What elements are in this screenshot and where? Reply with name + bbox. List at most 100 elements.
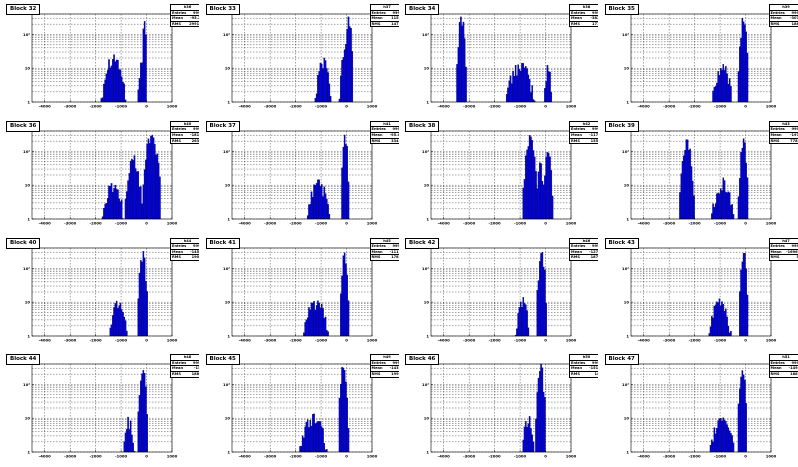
stats-label: Entries: [172, 244, 187, 249]
histogram-bar: [321, 68, 324, 103]
histogram-bar: [746, 52, 748, 103]
stats-value: 187.8: [590, 255, 598, 260]
stats-row-rms: RMS 263.9: [171, 139, 199, 144]
stats-row-rms: RMS 56: [770, 255, 798, 260]
histogram-bar: [530, 92, 532, 103]
histogram-bar: [146, 414, 148, 453]
histogram-bar: [321, 196, 324, 219]
histogram-bar: [728, 192, 730, 219]
histogram-bar: [716, 302, 719, 336]
stats-hist-name: h43: [769, 122, 798, 128]
histogram-bar: [547, 71, 550, 103]
histogram-bar: [143, 373, 146, 453]
histogram-bar: [142, 28, 145, 103]
histogram-bar: [328, 83, 330, 103]
plot-frame: [31, 247, 173, 336]
stats-value: 9999: [192, 244, 199, 249]
histogram-bar: [137, 89, 140, 103]
histogram-bar: [539, 162, 541, 219]
histogram-bar: [150, 135, 152, 219]
histogram-bar: [320, 183, 322, 219]
histogram-bar: [682, 155, 685, 219]
stats-label: Mean: [172, 132, 183, 137]
x-tick-label: -4000: [238, 220, 251, 225]
histogram-bar: [123, 83, 126, 103]
x-tick-label: -3000: [64, 220, 77, 225]
histogram-bar: [140, 380, 142, 453]
histogram-bar: [519, 70, 522, 103]
x-tick-label: 1000: [566, 104, 577, 109]
x-tick-label: 0: [544, 104, 547, 109]
histogram-bar: [550, 170, 553, 219]
histogram-bar: [541, 251, 544, 336]
stats-value: 56: [796, 255, 797, 260]
histogram-bar: [523, 426, 526, 453]
y-tick-label: 10: [623, 416, 629, 421]
histogram-bar: [124, 99, 127, 103]
histogram-bar: [526, 427, 528, 453]
histogram-bar: [727, 325, 729, 336]
histogram-bar: [723, 180, 725, 219]
histogram-bar: [109, 327, 112, 336]
stats-value: -152: [194, 366, 199, 371]
stats-label: Mean: [770, 132, 782, 137]
histogram-bar: [518, 306, 521, 336]
histogram-bar: [686, 139, 688, 219]
stats-row-mean: Mean -127.4: [570, 250, 598, 256]
histogram-bar: [159, 176, 161, 219]
histogram-bar: [319, 421, 321, 453]
histogram-bar: [680, 173, 682, 219]
histogram-bar: [323, 443, 325, 453]
stats-hist-name: h46: [570, 239, 598, 245]
histogram-bar: [516, 327, 518, 336]
stats-label: RMS: [371, 138, 381, 143]
histogram-bar: [715, 193, 718, 219]
histogram-bar: [505, 94, 508, 103]
histogram-bar: [309, 309, 311, 336]
histogram-bar: [544, 397, 546, 453]
histogram-bar: [338, 98, 340, 103]
histogram-bar: [542, 184, 545, 219]
histogram-bar: [155, 154, 157, 219]
histogram-bar: [531, 85, 533, 103]
x-tick-label: 1000: [167, 337, 178, 342]
x-tick-label: 0: [544, 454, 547, 459]
stats-value: 2991.5: [189, 21, 199, 26]
stats-row-entries: Entries 9999: [171, 244, 199, 250]
histogram-bar: [301, 435, 303, 453]
histogram-svg: -4000 -3000 -2000 -1000 0 1000 1 10 10²: [422, 13, 577, 109]
histogram-bar: [347, 299, 349, 336]
histogram-bar: [525, 155, 527, 219]
histogram-bar: [525, 303, 527, 336]
x-tick-label: -3000: [264, 220, 277, 225]
y-tick-label: 10: [25, 416, 31, 421]
histogram-bar: [525, 421, 527, 453]
histogram-bar: [540, 364, 542, 453]
histogram-bar: [117, 189, 119, 219]
histogram-bar: [126, 330, 128, 336]
histogram-bar: [311, 302, 314, 336]
x-tick-label: 1000: [765, 220, 776, 225]
histogram-bar: [110, 65, 113, 103]
histogram-bar: [725, 73, 728, 103]
histogram-bar: [300, 446, 302, 453]
stats-row-rms: RMS 199.1: [371, 372, 399, 377]
y-tick-label: 10²: [223, 149, 230, 154]
histogram-bar: [744, 267, 747, 336]
stats-row-entries: Entries 9999: [370, 244, 399, 250]
x-tick-label: -3000: [663, 337, 676, 342]
x-tick-label: 1000: [566, 337, 577, 342]
histogram-bar: [320, 426, 322, 453]
histogram-bar: [101, 216, 104, 219]
x-tick-label: 0: [145, 454, 148, 459]
stats-label: Entries: [371, 244, 386, 249]
stats-value: 778.6: [790, 138, 798, 143]
stats-label: RMS: [172, 255, 181, 260]
histogram-bar: [715, 82, 718, 103]
stats-label: Entries: [571, 244, 586, 249]
histogram-bar: [151, 134, 154, 219]
